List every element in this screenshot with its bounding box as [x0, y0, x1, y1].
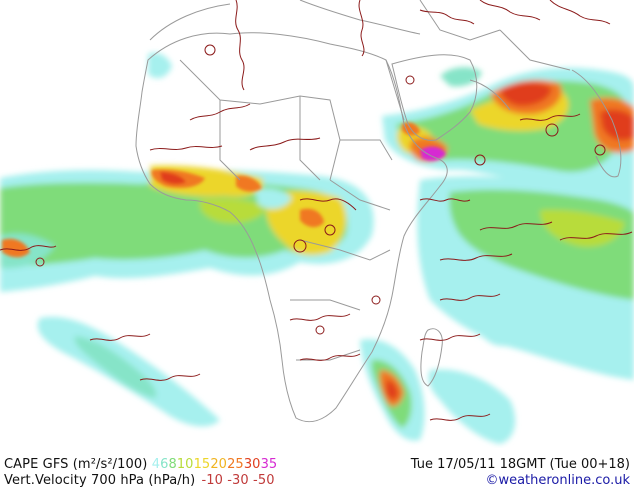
- vv-contour: [293, 239, 307, 253]
- cape-scale-value: 35: [260, 457, 278, 472]
- cape-scale-value: 6: [160, 457, 169, 472]
- vv-contour: [419, 198, 471, 202]
- vv-contour: [324, 224, 336, 236]
- vv-contour: [139, 373, 201, 381]
- vv-contour: [0, 245, 57, 251]
- cape-scale-value: 25: [227, 457, 244, 472]
- vv-contour: [299, 198, 357, 211]
- vv-contour: [559, 231, 633, 241]
- cape-area-westatl-orange: [2, 238, 30, 258]
- vv-contour: [439, 293, 501, 301]
- border-3: [299, 96, 321, 181]
- vv-scale-value: -30: [227, 473, 249, 488]
- vertical-velocity-contours: [0, 0, 633, 421]
- cape-area-n-libya-cyan: [255, 188, 292, 209]
- coastlines: [135, 0, 622, 423]
- vv-contour: [419, 9, 475, 25]
- madagascar-coast: [420, 328, 443, 387]
- vv-contour: [315, 325, 325, 335]
- vv-contour: [519, 113, 581, 121]
- vv-contour: [429, 413, 491, 421]
- europe-coast: [149, 0, 421, 41]
- vv-contour: [35, 257, 45, 267]
- vv-contour: [594, 144, 606, 156]
- credit-link[interactable]: ©weatheronline.co.uk: [485, 473, 630, 488]
- cape-scale-value: 4: [151, 457, 161, 472]
- vv-contour: [204, 44, 216, 56]
- vv-label: Vert.Velocity 700 hPa (hPa/h): [4, 473, 196, 488]
- vv-contour: [289, 313, 351, 321]
- vv-contour: [89, 333, 151, 341]
- border-10: [499, 29, 571, 71]
- cape-hot-cores: [2, 122, 446, 258]
- cape-scale-value: 15: [193, 457, 211, 472]
- cape-area-south-atlantic-lightgreen: [74, 336, 157, 398]
- weather-map: [0, 0, 634, 444]
- border-1: [179, 59, 341, 181]
- vv-contour: [249, 137, 321, 151]
- cape-scale-value: 10: [176, 457, 194, 472]
- cape-area-moz-red: [386, 380, 398, 400]
- vv-contour: [474, 154, 486, 166]
- vv-contour: [549, 0, 611, 25]
- datetime: Tue 17/05/11 18GMT (Tue 00+18): [410, 457, 630, 472]
- vv-contour: [419, 333, 481, 341]
- cape-label: CAPE GFS (m²/s²/100): [4, 457, 148, 472]
- vv-scale-value: -10: [201, 473, 224, 488]
- border-2: [219, 100, 241, 181]
- border-8: [296, 349, 361, 361]
- india-coast: [571, 69, 622, 178]
- cape-area-sahel-red: [160, 172, 186, 185]
- vv-contour: [189, 103, 251, 121]
- border-9: [419, 0, 501, 41]
- cape-scale-value: 8: [168, 457, 177, 472]
- vv-contour: [405, 75, 415, 85]
- vv-scale-value: -50: [253, 473, 275, 488]
- vv-contour: [299, 353, 361, 361]
- cape-field: [0, 52, 634, 444]
- vv-contour: [371, 295, 381, 305]
- vv-contour: [149, 145, 223, 151]
- border-5: [329, 179, 391, 211]
- red-sea: [385, 59, 405, 121]
- persian-gulf: [469, 79, 511, 111]
- cape-area-arabia-lightgreen: [440, 67, 482, 87]
- vv-contour: [479, 0, 541, 21]
- vv-scale: -10 -30 -50: [201, 473, 274, 488]
- vv-contour: [235, 0, 245, 91]
- cape-area-indian-ocean-yellowgreen: [540, 209, 625, 247]
- border-7: [290, 299, 361, 311]
- vv-contour: [545, 123, 559, 137]
- cape-area-iran-red: [500, 82, 552, 106]
- map-svg: [0, 0, 634, 444]
- vv-contour: [479, 221, 553, 231]
- legend-line-vv: Vert.Velocity 700 hPa (hPa/h) -10 -30 -5…: [4, 473, 275, 488]
- cape-area-redsea-magenta: [420, 146, 446, 161]
- cape-area-india-red: [600, 109, 634, 141]
- cape-area-central-orange: [236, 175, 262, 192]
- border-6: [299, 239, 391, 261]
- arabia-coast: [391, 54, 478, 141]
- cape-area-gulf-guinea-yellow: [199, 198, 268, 224]
- legend-line-cape: CAPE GFS (m²/s²/100) 468101520253035: [4, 457, 277, 472]
- border-4: [340, 139, 393, 161]
- map-legend: CAPE GFS (m²/s²/100) 468101520253035 Ver…: [0, 448, 634, 490]
- vv-contour: [439, 253, 513, 261]
- africa-coast: [135, 32, 448, 423]
- cape-area-madagascar-cyan: [468, 290, 550, 347]
- cape-area-n-morocco-cyan: [148, 52, 172, 79]
- cape-scale: 468101520253035: [152, 457, 278, 472]
- cape-area-se-indian-cyan: [428, 369, 516, 444]
- vv-contour: [358, 0, 365, 57]
- cape-scale-value: 30: [243, 457, 261, 472]
- cape-area-congo-orange: [300, 208, 324, 228]
- cape-scale-value: 20: [210, 457, 228, 472]
